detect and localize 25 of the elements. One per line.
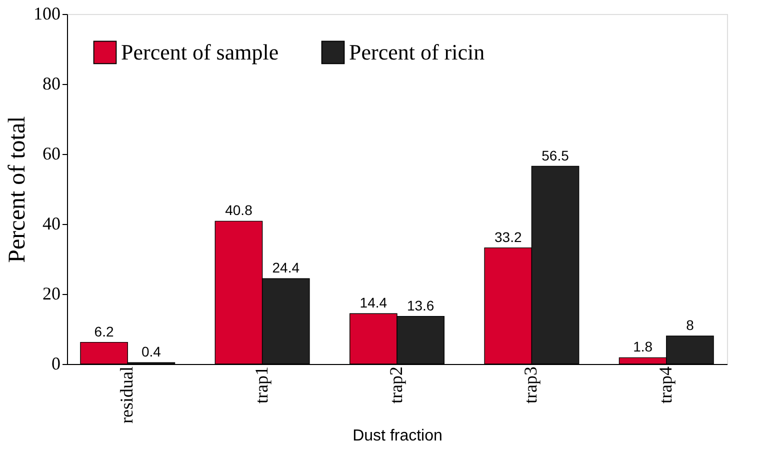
data-label: 6.2 [94, 323, 114, 340]
legend-label: Percent of sample [121, 39, 279, 64]
x-tick-label: trap1 [251, 366, 272, 404]
y-axis-title: Percent of total [4, 116, 30, 263]
data-label: 33.2 [494, 228, 522, 245]
x-tick-label: residual [116, 366, 137, 424]
legend-label: Percent of ricin [349, 39, 485, 64]
x-tick-label: trap2 [386, 366, 406, 404]
data-label: 40.8 [225, 202, 253, 218]
x-tick-label: trap4 [655, 366, 676, 404]
data-label: 14.4 [360, 294, 388, 311]
x-axis-title: Dust fraction [352, 427, 442, 444]
y-tick-label: 40 [42, 214, 60, 234]
y-tick-label: 60 [42, 144, 60, 164]
y-tick-label: 0 [52, 354, 60, 374]
data-label: 56.5 [542, 147, 570, 164]
data-label: 13.6 [406, 297, 434, 314]
data-label: 24.4 [272, 260, 300, 276]
data-label: 1.8 [633, 338, 653, 355]
y-tick-label: 20 [42, 284, 60, 304]
y-tick-label: 100 [34, 4, 60, 24]
x-tick-label: trap3 [520, 366, 541, 404]
data-label: 0.4 [141, 344, 162, 360]
data-label: 8 [686, 317, 694, 333]
y-tick-label: 80 [42, 74, 60, 94]
